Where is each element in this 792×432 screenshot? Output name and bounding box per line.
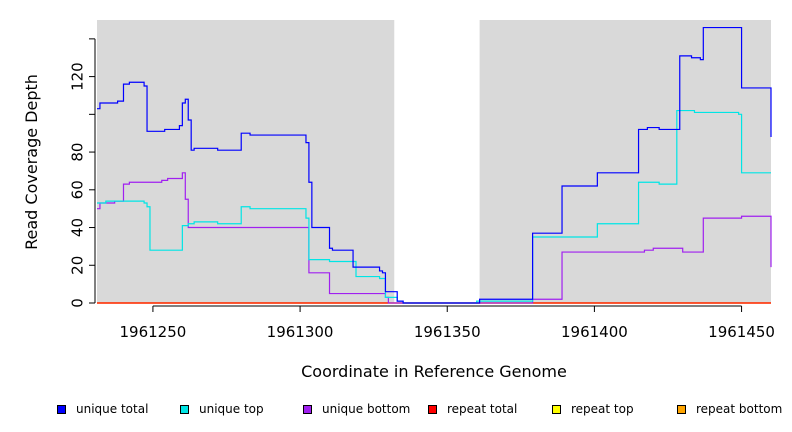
legend-item: unique bottom xyxy=(303,401,410,417)
series-layer xyxy=(97,26,772,304)
legend-swatch xyxy=(180,404,189,414)
x-tick-label: 1961300 xyxy=(267,323,334,341)
legend-label: unique top xyxy=(199,402,264,416)
y-tick-label: 0 xyxy=(68,298,86,308)
legend-label: repeat bottom xyxy=(696,402,783,416)
series-line-unique-bottom xyxy=(97,172,772,304)
legend-swatch xyxy=(57,404,66,414)
x-axis-label: Coordinate in Reference Genome xyxy=(301,362,567,381)
x-tick-label: 1961350 xyxy=(414,323,481,341)
series-line-unique-total xyxy=(97,26,772,304)
x-tick-label: 1961400 xyxy=(561,323,628,341)
legend-label: repeat top xyxy=(571,402,634,416)
coverage-gap-region xyxy=(394,20,480,303)
series-line-unique-top xyxy=(97,109,771,304)
y-tick-label: 80 xyxy=(68,143,86,162)
legend-item: repeat top xyxy=(552,401,634,417)
y-tick-label: 120 xyxy=(68,62,86,91)
legend-swatch xyxy=(552,404,561,414)
y-tick-label: 20 xyxy=(68,256,86,275)
x-tick-label: 1961250 xyxy=(120,323,187,341)
legend-item: unique top xyxy=(180,401,264,417)
legend-label: repeat total xyxy=(447,402,518,416)
y-axis: 0 20 40 60 80 120 xyxy=(68,38,96,308)
legend-label: unique total xyxy=(76,402,149,416)
legend-swatch xyxy=(303,404,312,414)
legend-label: unique bottom xyxy=(322,402,411,416)
legend-swatch xyxy=(428,404,437,414)
legend-item: repeat total xyxy=(428,401,517,417)
legend-item: repeat bottom xyxy=(677,401,782,417)
legend-swatch xyxy=(677,404,686,414)
x-tick-label: 1961450 xyxy=(708,323,775,341)
x-axis: 1961250 1961300 1961350 1961400 1961450 xyxy=(120,305,775,341)
y-axis-label: Read Coverage Depth xyxy=(22,74,41,250)
y-tick-label: 60 xyxy=(68,180,86,199)
y-tick-label: 40 xyxy=(68,218,86,237)
legend-item: unique total xyxy=(57,401,148,417)
